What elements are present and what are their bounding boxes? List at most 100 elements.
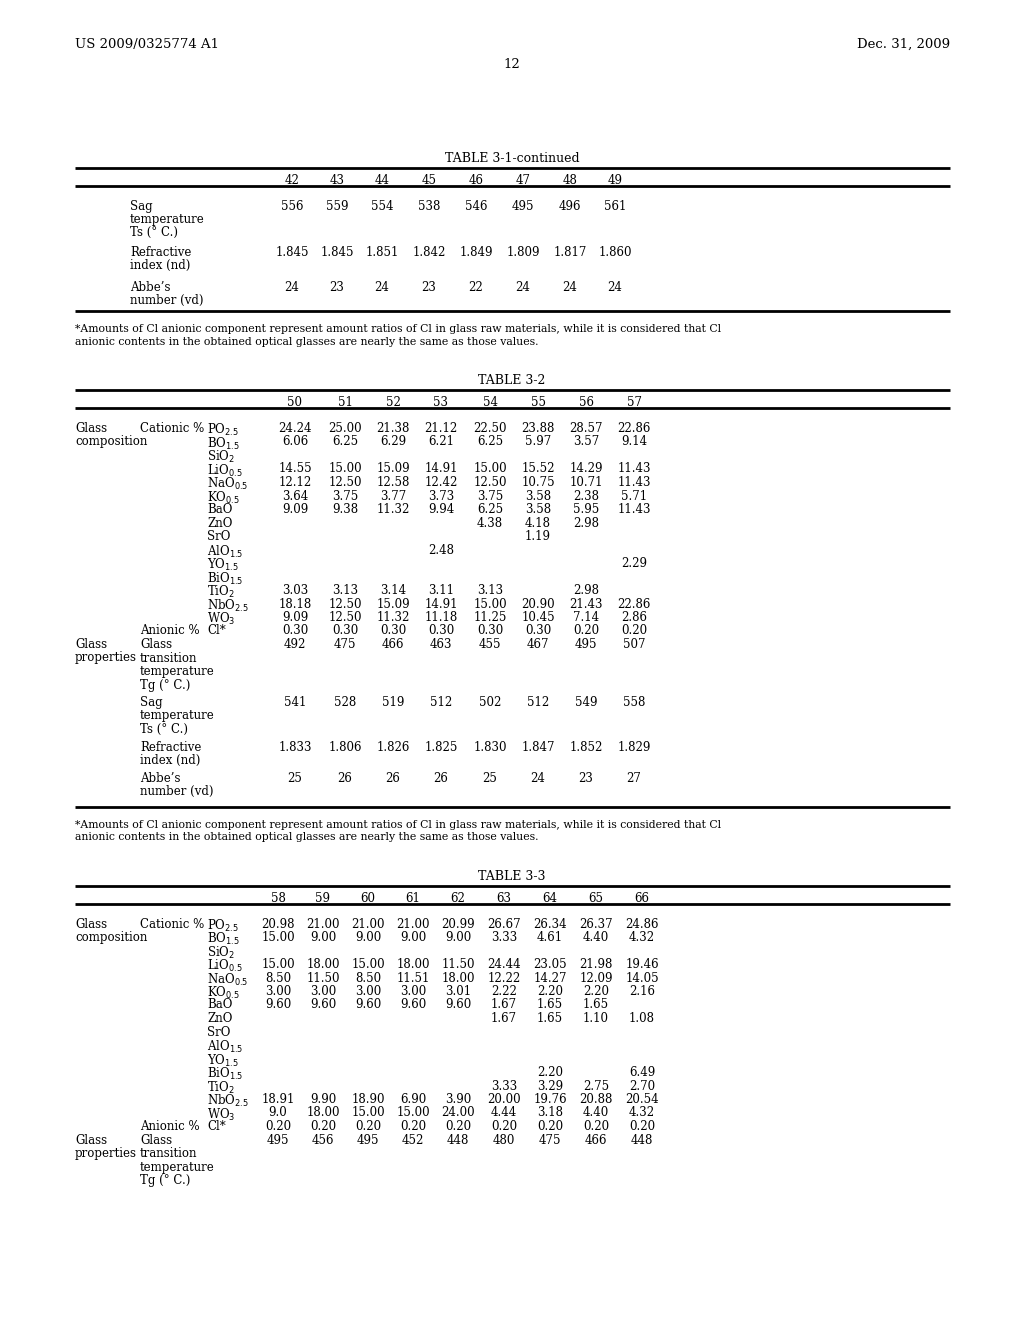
Text: 6.25: 6.25 [477, 503, 503, 516]
Text: 3.57: 3.57 [572, 436, 599, 449]
Text: transition: transition [140, 1147, 198, 1160]
Text: US 2009/0325774 A1: US 2009/0325774 A1 [75, 38, 219, 51]
Text: Glass: Glass [140, 638, 172, 651]
Text: 3.00: 3.00 [265, 985, 291, 998]
Text: 50: 50 [288, 396, 302, 409]
Text: 26.67: 26.67 [487, 917, 521, 931]
Text: 9.38: 9.38 [332, 503, 358, 516]
Text: 66: 66 [635, 891, 649, 904]
Text: 21.98: 21.98 [580, 958, 612, 972]
Text: 11.50: 11.50 [441, 958, 475, 972]
Text: 9.60: 9.60 [444, 998, 471, 1011]
Text: Cationic %: Cationic % [140, 422, 204, 436]
Text: 4.44: 4.44 [490, 1106, 517, 1119]
Text: 1.826: 1.826 [376, 741, 410, 754]
Text: 463: 463 [430, 638, 453, 651]
Text: 561: 561 [604, 201, 627, 213]
Text: 20.54: 20.54 [626, 1093, 658, 1106]
Text: Glass: Glass [140, 1134, 172, 1147]
Text: Dec. 31, 2009: Dec. 31, 2009 [857, 38, 950, 51]
Text: 12.50: 12.50 [329, 598, 361, 610]
Text: 1.67: 1.67 [490, 998, 517, 1011]
Text: 22.50: 22.50 [473, 422, 507, 436]
Text: 3.64: 3.64 [282, 490, 308, 503]
Text: 0.30: 0.30 [477, 624, 503, 638]
Text: 28.57: 28.57 [569, 422, 603, 436]
Text: 24: 24 [562, 281, 578, 294]
Text: 10.71: 10.71 [569, 477, 603, 488]
Text: 475: 475 [539, 1134, 561, 1147]
Text: SrO: SrO [207, 531, 230, 543]
Text: 12.22: 12.22 [487, 972, 520, 985]
Text: 25: 25 [288, 771, 302, 784]
Text: 4.38: 4.38 [477, 516, 503, 529]
Text: 448: 448 [446, 1134, 469, 1147]
Text: BO$_{1.5}$: BO$_{1.5}$ [207, 436, 240, 451]
Text: 496: 496 [559, 201, 582, 213]
Text: 52: 52 [386, 396, 400, 409]
Text: Glass: Glass [75, 638, 108, 651]
Text: Abbe’s: Abbe’s [140, 771, 180, 784]
Text: 6.49: 6.49 [629, 1067, 655, 1078]
Text: 559: 559 [326, 201, 348, 213]
Text: anionic contents in the obtained optical glasses are nearly the same as those va: anionic contents in the obtained optical… [75, 833, 539, 842]
Text: 24: 24 [285, 281, 299, 294]
Text: 0.20: 0.20 [583, 1119, 609, 1133]
Text: 14.27: 14.27 [534, 972, 566, 985]
Text: 1.829: 1.829 [617, 741, 650, 754]
Text: 48: 48 [562, 174, 578, 187]
Text: 2.98: 2.98 [573, 516, 599, 529]
Text: Ts (° C.): Ts (° C.) [140, 723, 188, 737]
Text: BO$_{1.5}$: BO$_{1.5}$ [207, 931, 240, 948]
Text: SrO: SrO [207, 1026, 230, 1039]
Text: WO$_3$: WO$_3$ [207, 611, 236, 627]
Text: 3.29: 3.29 [537, 1080, 563, 1093]
Text: 1.19: 1.19 [525, 531, 551, 543]
Text: 14.91: 14.91 [424, 598, 458, 610]
Text: temperature: temperature [140, 665, 215, 678]
Text: 512: 512 [430, 696, 453, 709]
Text: 12: 12 [504, 58, 520, 71]
Text: 24: 24 [375, 281, 389, 294]
Text: 9.00: 9.00 [444, 931, 471, 944]
Text: TABLE 3-2: TABLE 3-2 [478, 374, 546, 387]
Text: 15.00: 15.00 [261, 958, 295, 972]
Text: 1.830: 1.830 [473, 741, 507, 754]
Text: YO$_{1.5}$: YO$_{1.5}$ [207, 557, 239, 573]
Text: 51: 51 [338, 396, 352, 409]
Text: 12.50: 12.50 [473, 477, 507, 488]
Text: Sag: Sag [130, 201, 153, 213]
Text: 15.00: 15.00 [396, 1106, 430, 1119]
Text: 2.16: 2.16 [629, 985, 655, 998]
Text: 9.14: 9.14 [621, 436, 647, 449]
Text: 556: 556 [281, 201, 303, 213]
Text: 495: 495 [266, 1134, 289, 1147]
Text: 467: 467 [526, 638, 549, 651]
Text: 6.06: 6.06 [282, 436, 308, 449]
Text: 11.43: 11.43 [617, 477, 650, 488]
Text: index (nd): index (nd) [130, 259, 190, 272]
Text: 507: 507 [623, 638, 645, 651]
Text: 6.21: 6.21 [428, 436, 454, 449]
Text: 9.60: 9.60 [355, 998, 381, 1011]
Text: 21.43: 21.43 [569, 598, 603, 610]
Text: 14.91: 14.91 [424, 462, 458, 475]
Text: 1.833: 1.833 [279, 741, 311, 754]
Text: 12.09: 12.09 [580, 972, 612, 985]
Text: Cl*: Cl* [207, 624, 225, 638]
Text: LiO$_{0.5}$: LiO$_{0.5}$ [207, 462, 243, 479]
Text: 3.90: 3.90 [444, 1093, 471, 1106]
Text: 46: 46 [469, 174, 483, 187]
Text: Abbe’s: Abbe’s [130, 281, 171, 294]
Text: 5.95: 5.95 [572, 503, 599, 516]
Text: 0.20: 0.20 [445, 1119, 471, 1133]
Text: 1.825: 1.825 [424, 741, 458, 754]
Text: 1.65: 1.65 [583, 998, 609, 1011]
Text: 0.30: 0.30 [525, 624, 551, 638]
Text: 448: 448 [631, 1134, 653, 1147]
Text: 3.58: 3.58 [525, 490, 551, 503]
Text: 0.20: 0.20 [355, 1119, 381, 1133]
Text: 19.76: 19.76 [534, 1093, 567, 1106]
Text: 3.75: 3.75 [332, 490, 358, 503]
Text: ZnO: ZnO [207, 1012, 232, 1026]
